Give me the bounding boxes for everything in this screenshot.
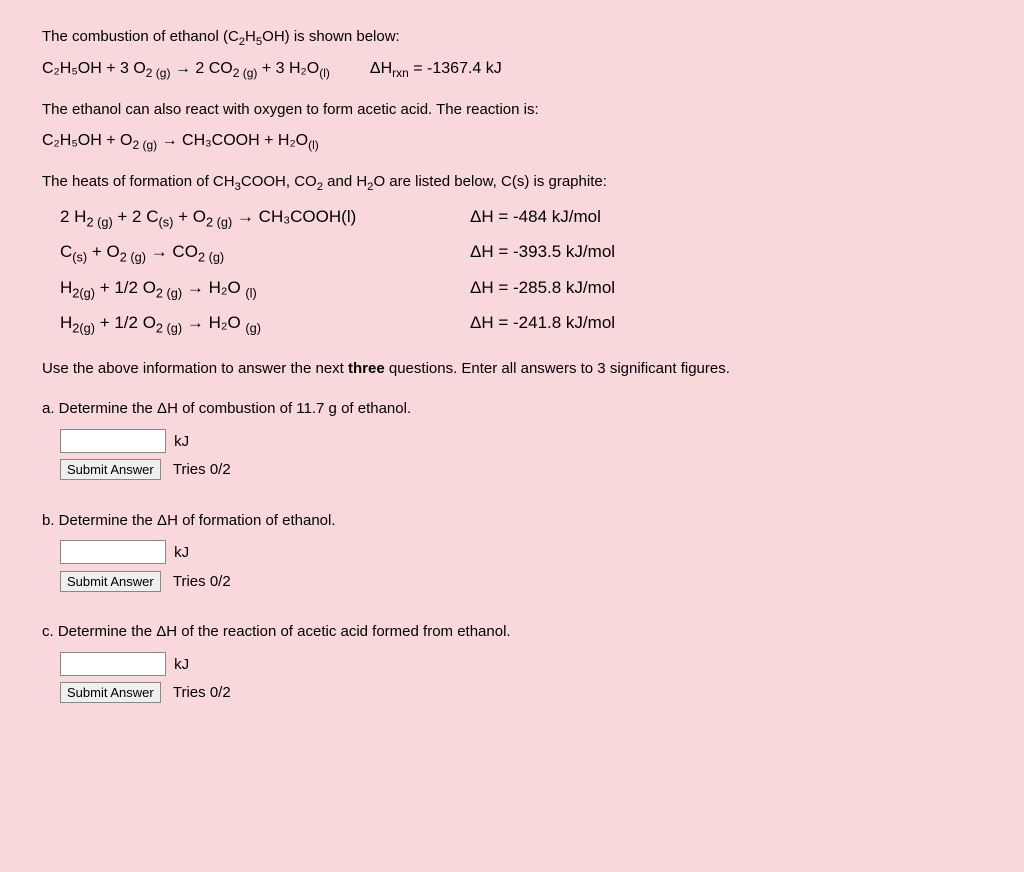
formation-equations: 2 H2 (g) + 2 C(s) + O2 (g) → CH₃COOH(l) … xyxy=(60,204,982,336)
intro3b: COOH, CO xyxy=(241,173,317,190)
answer-group-c: kJ Submit Answer Tries 0/2 xyxy=(60,652,982,705)
dh-label: ΔH xyxy=(370,60,392,77)
intro1-pre: The combustion of ethanol (C xyxy=(42,28,239,45)
combustion-equation: C₂H₅OH + 3 O2 (g) → 2 CO2 (g) + 3 H₂O(l)… xyxy=(42,57,982,81)
input-row-c: kJ xyxy=(60,652,982,677)
input-row-b: kJ xyxy=(60,540,982,565)
submit-button-c[interactable]: Submit Answer xyxy=(60,682,161,703)
comb-eq-mid: → 2 CO xyxy=(170,60,232,77)
r3a: H xyxy=(60,278,72,297)
sub-g2: 2 (g) xyxy=(233,66,258,80)
tries-a: Tries 0/2 xyxy=(173,461,231,478)
answer-input-c[interactable] xyxy=(60,652,166,676)
dh-val: = -1367.4 kJ xyxy=(409,60,502,77)
eq2-lhs: C(s) + O2 (g) → CO2 (g) xyxy=(60,239,470,265)
r4s1: 2(g) xyxy=(72,320,95,335)
intro-line-1: The combustion of ethanol (C2H5OH) is sh… xyxy=(42,26,982,49)
eq3-rhs: ΔH = -285.8 kJ/mol xyxy=(470,275,982,301)
answer-group-a: kJ Submit Answer Tries 0/2 xyxy=(60,429,982,482)
intro3d: O are listed below, C(s) is graphite: xyxy=(373,173,606,190)
tries-c: Tries 0/2 xyxy=(173,684,231,701)
instr-pre: Use the above information to answer the … xyxy=(42,360,348,377)
question-c: c. Determine the ΔH of the reaction of a… xyxy=(42,621,982,644)
comb-eq-right: + 3 H₂O xyxy=(257,60,319,77)
acetic-eq-1: C₂H₅OH + O xyxy=(42,132,132,149)
r2a: C xyxy=(60,242,72,261)
r3c: → H₂O xyxy=(182,278,245,297)
answer-input-b[interactable] xyxy=(60,540,166,564)
unit-a: kJ xyxy=(174,433,189,450)
sub-l2: (l) xyxy=(308,138,319,152)
intro3a: The heats of formation of CH xyxy=(42,173,235,190)
submit-button-a[interactable]: Submit Answer xyxy=(60,459,161,480)
acetic-equation: C₂H₅OH + O2 (g) → CH₃COOH + H₂O(l) xyxy=(42,129,982,153)
r1s1: 2 (g) xyxy=(86,214,112,229)
eq1-lhs: 2 H2 (g) + 2 C(s) + O2 (g) → CH₃COOH(l) xyxy=(60,204,470,230)
r4b: + 1/2 O xyxy=(95,313,156,332)
eq3-lhs: H2(g) + 1/2 O2 (g) → H₂O (l) xyxy=(60,275,470,301)
instr-post: questions. Enter all answers to 3 signif… xyxy=(385,360,730,377)
r1s2: (s) xyxy=(159,214,174,229)
comb-eq-left: C₂H₅OH + 3 O xyxy=(42,60,146,77)
tries-b: Tries 0/2 xyxy=(173,573,231,590)
sub-g: 2 (g) xyxy=(146,66,171,80)
r1b: + 2 C xyxy=(113,207,159,226)
sub-g3: 2 (g) xyxy=(132,138,157,152)
instr-bold: three xyxy=(348,360,385,377)
sub-rxn: rxn xyxy=(392,66,409,80)
answer-group-b: kJ Submit Answer Tries 0/2 xyxy=(60,540,982,593)
r1s3: 2 (g) xyxy=(206,214,232,229)
r4c: → H₂O xyxy=(182,313,245,332)
intro3c: and H xyxy=(323,173,367,190)
eq-row-4: H2(g) + 1/2 O2 (g) → H₂O (g) ΔH = -241.8… xyxy=(60,310,982,336)
r2s1: (s) xyxy=(72,249,87,264)
eq4-lhs: H2(g) + 1/2 O2 (g) → H₂O (g) xyxy=(60,310,470,336)
r3b: + 1/2 O xyxy=(95,278,156,297)
input-row-a: kJ xyxy=(60,429,982,454)
eq-row-1: 2 H2 (g) + 2 C(s) + O2 (g) → CH₃COOH(l) … xyxy=(60,204,982,230)
submit-button-b[interactable]: Submit Answer xyxy=(60,571,161,592)
question-a: a. Determine the ΔH of combustion of 11.… xyxy=(42,398,982,421)
r3s1: 2(g) xyxy=(72,285,95,300)
eq2-rhs: ΔH = -393.5 kJ/mol xyxy=(470,239,982,265)
r4a: H xyxy=(60,313,72,332)
r2s3: 2 (g) xyxy=(198,249,224,264)
problem-container: The combustion of ethanol (C2H5OH) is sh… xyxy=(0,0,1024,763)
r4s2: 2 (g) xyxy=(156,320,182,335)
r2c: → CO xyxy=(146,242,198,261)
r1d: → CH₃COOH(l) xyxy=(232,207,356,226)
r3s3: (l) xyxy=(245,285,256,300)
r1c: + O xyxy=(173,207,206,226)
eq4-rhs: ΔH = -241.8 kJ/mol xyxy=(470,310,982,336)
eq-row-3: H2(g) + 1/2 O2 (g) → H₂O (l) ΔH = -285.8… xyxy=(60,275,982,301)
sub-l: (l) xyxy=(319,66,330,80)
intro1-post: OH) is shown below: xyxy=(262,28,400,45)
intro-line-2: The ethanol can also react with oxygen t… xyxy=(42,99,982,122)
r3s2: 2 (g) xyxy=(156,285,182,300)
r2s2: 2 (g) xyxy=(120,249,146,264)
unit-b: kJ xyxy=(174,544,189,561)
eq-row-2: C(s) + O2 (g) → CO2 (g) ΔH = -393.5 kJ/m… xyxy=(60,239,982,265)
question-b: b. Determine the ΔH of formation of etha… xyxy=(42,510,982,533)
r4s3: (g) xyxy=(245,320,261,335)
r2b: + O xyxy=(87,242,120,261)
sub-2: 2 xyxy=(239,36,245,48)
acetic-eq-2: → CH₃COOH + H₂O xyxy=(157,132,308,149)
eq1-rhs: ΔH = -484 kJ/mol xyxy=(470,204,982,230)
answer-input-a[interactable] xyxy=(60,429,166,453)
intro-line-3: The heats of formation of CH3COOH, CO2 a… xyxy=(42,171,982,194)
unit-c: kJ xyxy=(174,656,189,673)
r1a: 2 H xyxy=(60,207,86,226)
instruction-line: Use the above information to answer the … xyxy=(42,358,982,381)
